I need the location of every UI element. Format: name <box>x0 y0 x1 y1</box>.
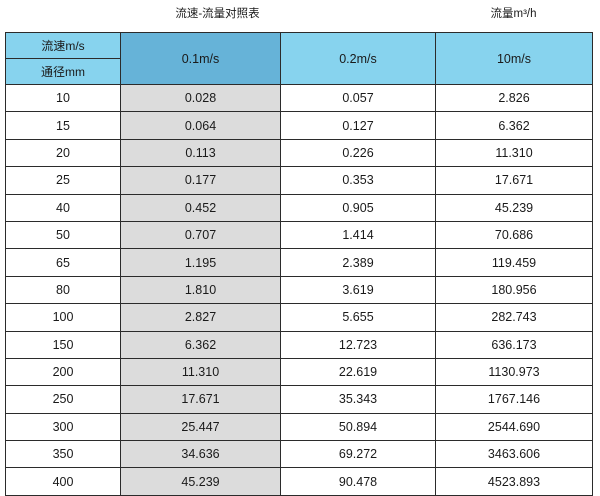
cell-flow-0: 11.310 <box>120 357 281 387</box>
cell-flow-0: 2.827 <box>120 303 281 332</box>
cell-flow-0: 0.028 <box>120 83 281 113</box>
cell-nominal-diameter: 15 <box>5 111 121 140</box>
cell-flow-2: 70.686 <box>435 220 593 250</box>
table-row: 50 0.707 1.414 70.686 <box>5 220 593 250</box>
table-row: 100 2.827 5.655 282.743 <box>5 303 593 332</box>
corner-header-velocity-label: 流速m/s <box>41 38 85 53</box>
cell-flow-0: 34.636 <box>120 440 281 469</box>
corner-header-velocity: 流速m/s <box>5 32 121 59</box>
cell-nominal-diameter: 50 <box>5 220 121 250</box>
cell-flow-1: 0.353 <box>280 166 436 195</box>
cell-flow-2: 282.743 <box>435 303 593 332</box>
caption-bar: 流速-流量对照表 流量m³/h <box>0 0 600 30</box>
cell-flow-0: 25.447 <box>120 412 281 442</box>
cell-flow-2: 2.826 <box>435 83 593 113</box>
flow-velocity-table: 流速m/s 0.1m/s 0.2m/s 10m/s 通径mm 10 0.028 0.… <box>5 32 593 496</box>
table-row: 25 0.177 0.353 17.671 <box>5 166 593 195</box>
cell-flow-1: 69.272 <box>280 440 436 469</box>
cell-nominal-diameter: 10 <box>5 83 121 113</box>
cell-flow-1: 35.343 <box>280 385 436 414</box>
column-header-2: 10m/s <box>435 32 593 85</box>
cell-flow-0: 17.671 <box>120 385 281 414</box>
table-row: 10 0.028 0.057 2.826 <box>5 83 593 113</box>
table-row: 400 45.239 90.478 4523.893 <box>5 467 593 496</box>
cell-flow-2: 45.239 <box>435 193 593 222</box>
cell-flow-0: 6.362 <box>120 330 281 359</box>
table-row: 20 0.113 0.226 11.310 <box>5 138 593 168</box>
cell-flow-1: 50.894 <box>280 412 436 442</box>
cell-flow-1: 1.414 <box>280 220 436 250</box>
table-row: 200 11.310 22.619 1130.973 <box>5 357 593 387</box>
corner-header-diameter-label: 通径mm <box>41 64 85 79</box>
cell-flow-0: 0.113 <box>120 138 281 168</box>
cell-flow-1: 0.057 <box>280 83 436 113</box>
cell-nominal-diameter: 25 <box>5 166 121 195</box>
column-header-2-label: 10m/s <box>496 51 532 66</box>
cell-nominal-diameter: 65 <box>5 248 121 277</box>
cell-flow-2: 1767.146 <box>435 385 593 414</box>
cell-flow-0: 1.810 <box>120 275 281 305</box>
cell-flow-2: 180.956 <box>435 275 593 305</box>
cell-flow-0: 1.195 <box>120 248 281 277</box>
cell-nominal-diameter: 80 <box>5 275 121 305</box>
cell-flow-2: 119.459 <box>435 248 593 277</box>
table-row: 350 34.636 69.272 3463.606 <box>5 440 593 469</box>
cell-flow-0: 0.452 <box>120 193 281 222</box>
cell-flow-0: 45.239 <box>120 467 281 496</box>
table-row: 65 1.195 2.389 119.459 <box>5 248 593 277</box>
table-row: 250 17.671 35.343 1767.146 <box>5 385 593 414</box>
cell-flow-2: 6.362 <box>435 111 593 140</box>
cell-flow-2: 4523.893 <box>435 467 593 496</box>
cell-nominal-diameter: 350 <box>5 440 121 469</box>
cell-flow-1: 22.619 <box>280 357 436 387</box>
chart-title: 流速-流量对照表 <box>175 8 260 20</box>
cell-nominal-diameter: 100 <box>5 303 121 332</box>
table-row: 80 1.810 3.619 180.956 <box>5 275 593 305</box>
cell-nominal-diameter: 40 <box>5 193 121 222</box>
cell-flow-0: 0.064 <box>120 111 281 140</box>
cell-flow-0: 0.707 <box>120 220 281 250</box>
column-header-1: 0.2m/s <box>280 32 436 85</box>
cell-nominal-diameter: 150 <box>5 330 121 359</box>
cell-flow-1: 90.478 <box>280 467 436 496</box>
cell-flow-2: 17.671 <box>435 166 593 195</box>
cell-nominal-diameter: 20 <box>5 138 121 168</box>
header-row-top: 流速m/s 0.1m/s 0.2m/s 10m/s <box>5 32 593 85</box>
flow-velocity-table-wrapper: 流速m/s 0.1m/s 0.2m/s 10m/s 通径mm 10 0.028 0.… <box>5 32 593 496</box>
cell-nominal-diameter: 400 <box>5 467 121 496</box>
cell-flow-1: 3.619 <box>280 275 436 305</box>
flow-unit-caption: 流量m³/h <box>490 8 537 20</box>
cell-nominal-diameter: 200 <box>5 357 121 387</box>
cell-flow-1: 0.127 <box>280 111 436 140</box>
cell-flow-2: 1130.973 <box>435 357 593 387</box>
cell-nominal-diameter: 300 <box>5 412 121 442</box>
cell-flow-1: 12.723 <box>280 330 436 359</box>
cell-flow-2: 11.310 <box>435 138 593 168</box>
column-header-0-label: 0.1m/s <box>181 51 220 66</box>
cell-flow-2: 2544.690 <box>435 412 593 442</box>
cell-flow-1: 2.389 <box>280 248 436 277</box>
header-row-bottom: 通径mm <box>5 58 593 85</box>
cell-flow-0: 0.177 <box>120 166 281 195</box>
cell-flow-1: 0.226 <box>280 138 436 168</box>
cell-flow-1: 5.655 <box>280 303 436 332</box>
table-row: 15 0.064 0.127 6.362 <box>5 111 593 140</box>
table-row: 150 6.362 12.723 636.173 <box>5 330 593 359</box>
table-row: 300 25.447 50.894 2544.690 <box>5 412 593 442</box>
cell-flow-2: 636.173 <box>435 330 593 359</box>
table-header: 流速m/s 0.1m/s 0.2m/s 10m/s 通径mm <box>5 32 593 85</box>
cell-flow-1: 0.905 <box>280 193 436 222</box>
corner-header-diameter: 通径mm <box>5 58 121 85</box>
column-header-1-label: 0.2m/s <box>339 51 377 66</box>
table-row: 40 0.452 0.905 45.239 <box>5 193 593 222</box>
cell-nominal-diameter: 250 <box>5 385 121 414</box>
table-body: 10 0.028 0.057 2.826 15 0.064 0.127 6.362 20 0.11… <box>5 83 593 496</box>
cell-flow-2: 3463.606 <box>435 440 593 469</box>
column-header-0: 0.1m/s <box>120 32 281 85</box>
